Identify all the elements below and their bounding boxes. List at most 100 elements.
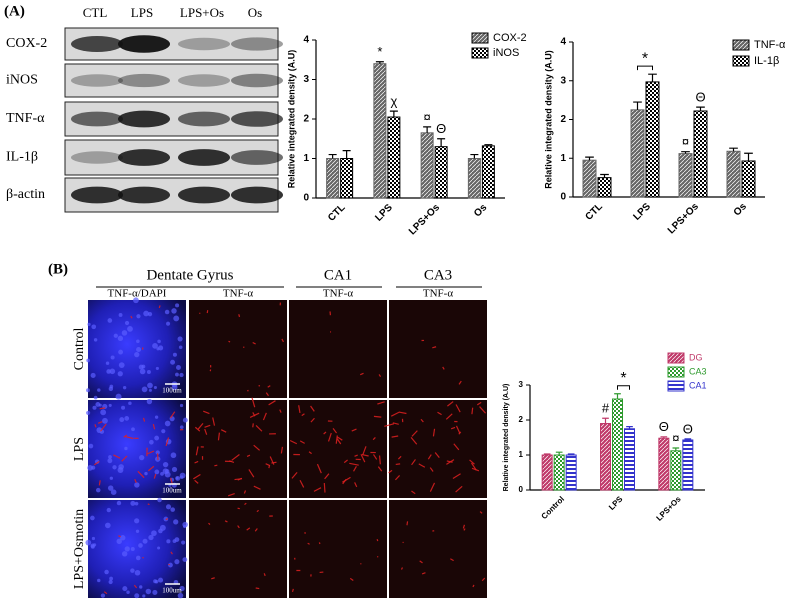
y-tick-label: 0 (560, 192, 566, 203)
lane-label: CTL (83, 5, 108, 20)
micrograph (289, 400, 387, 498)
scale-bar-label: 100um (162, 587, 182, 595)
blot-band (178, 111, 230, 127)
bar (670, 450, 682, 491)
condition-label: LPS+Osmotin (72, 509, 87, 589)
significance-bracket (617, 385, 630, 390)
error-bar (672, 447, 680, 451)
legend-label: IL-1β (754, 55, 779, 67)
blot-band (231, 73, 283, 88)
bar (693, 110, 708, 198)
annotation: Θ (659, 419, 669, 434)
micrograph (389, 400, 487, 498)
bar (678, 153, 693, 198)
bar (420, 132, 434, 199)
bar (434, 146, 448, 199)
legend-label: COX-2 (493, 32, 527, 44)
bar (597, 177, 612, 198)
panel-label: (A) (4, 3, 25, 19)
legend-label: CA1 (689, 380, 707, 390)
legend-swatch (471, 47, 489, 59)
legend-swatch (667, 352, 685, 364)
lane-label: Os (248, 5, 262, 20)
protein-label: β-actin (6, 187, 45, 202)
micrograph (88, 400, 186, 498)
bar (481, 145, 495, 199)
error-bar (614, 393, 621, 399)
blot-band (118, 149, 170, 166)
blot-band (178, 37, 230, 51)
error-bar (328, 153, 337, 159)
blot-band (118, 110, 170, 128)
bar (658, 437, 670, 491)
x-tick-label: CTL (326, 202, 348, 224)
stain-label: TNF-α (423, 288, 453, 300)
x-tick-label: Control (540, 495, 566, 521)
y-axis-label: Relative integrated density (A.U) (503, 384, 510, 492)
annotation: ¤ (682, 134, 689, 149)
stain-label: TNF-α/DAPI (108, 288, 167, 300)
bar (741, 160, 756, 198)
legend-label: DG (689, 352, 703, 362)
x-tick-label: LPS (373, 202, 395, 224)
micrograph (389, 500, 487, 598)
micrograph (289, 300, 387, 398)
bar (326, 158, 340, 199)
bar (682, 439, 694, 491)
micrograph (189, 500, 287, 598)
x-tick-label: LPS+Os (666, 201, 701, 236)
error-bar (696, 106, 705, 111)
blot-band (178, 149, 230, 166)
y-tick-label: 1 (560, 153, 566, 164)
error-bar (484, 144, 493, 146)
bar (565, 454, 577, 491)
bar (645, 81, 660, 198)
y-tick-label: 3 (560, 75, 566, 86)
y-tick-label: 2 (560, 114, 566, 125)
blot-band (231, 37, 283, 51)
y-tick-label: 0 (303, 193, 309, 204)
protein-label: IL-1β (6, 150, 38, 165)
protein-label: iNOS (6, 73, 38, 88)
significance-bracket (637, 65, 653, 71)
bar (726, 150, 741, 198)
x-tick-label: LPS+Os (407, 202, 442, 237)
annotation: ¤ (424, 109, 431, 124)
bar (630, 109, 645, 198)
blot-band (71, 74, 123, 87)
lane-label: LPS+Os (180, 5, 224, 20)
error-bar (729, 147, 738, 152)
blot-band (118, 35, 170, 53)
annotation: Θ (436, 121, 446, 136)
blot-band (118, 73, 170, 88)
blot-band (71, 36, 123, 52)
error-bar (423, 126, 432, 133)
y-tick-label: 0 (519, 485, 524, 494)
y-tick-label: 4 (560, 37, 566, 48)
x-tick-label: LPS (607, 494, 625, 512)
annotation: * (377, 44, 382, 59)
blot-band (231, 186, 283, 204)
error-bar (681, 151, 690, 154)
error-bar (602, 417, 609, 424)
blot-band (118, 186, 170, 204)
bar (600, 423, 611, 491)
condition-label: Control (72, 328, 87, 371)
error-bar (567, 453, 575, 455)
blot-band (71, 111, 123, 127)
error-bar (626, 426, 633, 429)
y-axis-label: Relative integrated density (A.U) (543, 50, 553, 189)
error-bar (633, 101, 642, 110)
protein-label: TNF-α (6, 111, 45, 126)
region-label: Dentate Gyrus (146, 267, 233, 283)
stain-label: TNF-α (323, 288, 353, 300)
bar (541, 454, 553, 491)
error-bar (342, 150, 351, 159)
annotation: * (620, 370, 626, 387)
blot-strip (64, 63, 279, 98)
lane-label: LPS (131, 5, 153, 20)
y-tick-label: 4 (303, 35, 309, 46)
blot-band (71, 151, 123, 164)
annotation: Θ (695, 90, 705, 105)
